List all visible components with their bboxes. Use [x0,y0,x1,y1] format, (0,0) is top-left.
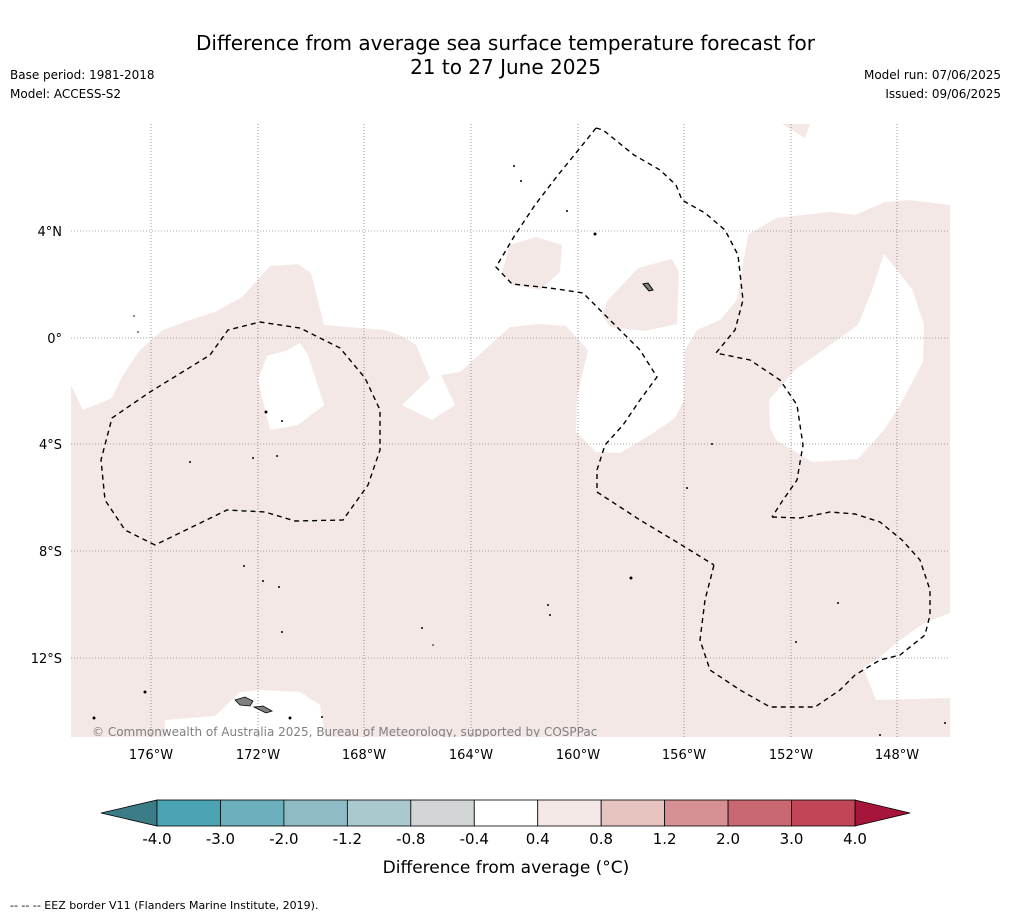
land-atoll-1 [642,282,654,292]
colorbar-tick-label: -4.0 [142,830,171,848]
eez-border-diagonal [596,491,715,566]
lon-tick-label: 172°W [236,748,280,763]
colorbar-bin [727,799,792,827]
colorbar-bin [346,799,412,827]
colorbar-bin [283,799,348,827]
positive-anomaly-patch-1 [502,237,562,290]
lon-tick-label: 156°W [662,748,706,763]
lat-axis: 4°N 0° 4°S 8°S 12°S [31,225,62,667]
eez-border-south [699,511,931,708]
colorbar-tick-label: 4.0 [843,830,867,848]
lon-axis: 176°W 172°W 168°W 164°W 160°W 156°W 152°… [129,748,919,763]
colorbar-tick-label: 2.0 [716,830,740,848]
map-title: Difference from average sea surface temp… [0,31,1011,79]
lon-tick-label: 168°W [342,748,386,763]
colorbar-tick-label: 0.4 [526,830,550,848]
eez-border-north [595,127,804,518]
lon-tick-label: 164°W [449,748,493,763]
colorbar-extend-low [100,799,158,827]
near-normal-region-2 [769,254,924,462]
lat-tick-label: 4°N [38,225,63,240]
meta-left: Base period: 1981-2018 Model: ACCESS-S2 [10,66,155,104]
lat-tick-label: 4°S [39,438,62,453]
colorbar: -4.0 -3.0 -2.0 -1.2 -0.8 -0.4 0.4 0.8 1.2 2.0 3.0 4… [100,799,911,848]
model-label: Model: ACCESS-S2 [10,87,122,101]
colorbar-tick-label: -1.2 [333,830,362,848]
lat-tick-label: 8°S [39,545,62,560]
lat-tick-label: 12°S [31,652,62,667]
colorbar-tick-label: 1.2 [653,830,677,848]
base-period-label: Base period: 1981-2018 [10,68,155,82]
colorbar-tick-label: 0.8 [589,830,613,848]
eez-borders [100,127,931,708]
colorbar-tick-label: -3.0 [206,830,235,848]
colorbar-tick-label: 3.0 [780,830,804,848]
colorbar-extend-high [854,799,911,827]
near-normal-region-1 [258,343,324,430]
colorbar-bin [664,799,729,827]
lon-tick-label: 160°W [556,748,600,763]
colorbar-title: Difference from average (°C) [383,858,630,878]
issued-label: Issued: 09/06/2025 [885,87,1001,101]
model-run-label: Model run: 07/06/2025 [863,68,1001,82]
colorbar-tick-label: -0.8 [396,830,425,848]
eez-border-central [495,127,658,492]
colorbar-bin [156,799,221,827]
colorbar-bin [600,799,666,827]
title-line-2: 21 to 27 June 2025 [410,55,601,79]
colorbar-bin [537,799,602,827]
eez-border-west [100,321,381,546]
colorbar-tick-label: -2.0 [269,830,298,848]
land-island-1 [234,696,254,707]
atoll-markers [92,165,946,736]
colorbar-bin [220,799,285,827]
colorbar-tick-label: -0.4 [460,830,489,848]
meta-right: Model run: 07/06/2025 Issued: 09/06/2025 [864,66,1001,104]
positive-anomaly-patch-3 [782,124,810,138]
positive-anomaly-region [71,200,950,737]
land-island-2 [252,705,273,714]
colorbar-bin [473,799,539,827]
colorbar-bin [791,799,856,827]
lon-tick-label: 152°W [769,748,813,763]
colorbar-bin [410,799,475,827]
positive-anomaly-patch-2 [602,259,679,331]
title-line-1: Difference from average sea surface temp… [195,31,815,55]
lon-tick-label: 148°W [875,748,919,763]
map-area: © Commonwealth of Australia 2025, Bureau… [71,124,950,739]
lon-tick-label: 176°W [129,748,173,763]
lat-tick-label: 0° [47,332,62,347]
copyright-notice: © Commonwealth of Australia 2025, Bureau… [92,725,597,739]
eez-footnote: -- -- -- EEZ border V11 (Flanders Marine… [10,899,319,912]
